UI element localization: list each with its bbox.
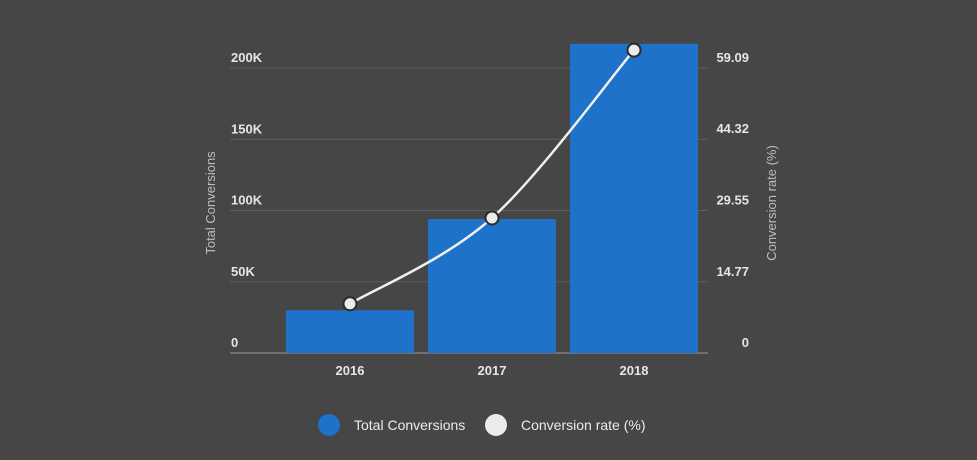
y2-tick-label-0: 0 [742,335,749,350]
y-tick-label-0: 0 [231,335,238,350]
rate-line [342,42,642,312]
rate-point-2018 [626,42,642,58]
y2-axis-title: Conversion rate (%) [764,145,779,261]
legend-item-conversion-rate[interactable]: Conversion rate (%) [485,414,646,436]
y-tick-label-4: 200K [231,50,263,65]
rate-point-2016 [342,296,358,312]
y-tick-label-3: 150K [231,121,263,136]
legend-swatch-conversion-rate [485,414,507,436]
y2-tick-label-4: 59.09 [716,50,749,65]
legend: Total Conversions Conversion rate (%) [318,414,646,436]
y2-tick-label-3: 44.32 [716,121,749,136]
legend-label-conversion-rate: Conversion rate (%) [521,417,646,433]
legend-label-total-conversions: Total Conversions [354,417,465,433]
x-tick-label-2017: 2017 [478,363,507,378]
y-tick-label-2: 100K [231,193,263,208]
x-tick-label-2018: 2018 [620,363,649,378]
legend-swatch-total-conversions [318,414,340,436]
y2-tick-label-1: 14.77 [716,264,749,279]
bar-2017 [428,219,556,353]
y2-tick-label-2: 29.55 [716,192,749,207]
legend-item-total-conversions[interactable]: Total Conversions [318,414,465,436]
axis-ticks: 0 50K 100K 150K 200K 0 14.77 29.55 44.32 59.09 201… [231,50,749,378]
rate-point-2017 [484,210,500,226]
bars [286,43,698,354]
y-tick-label-1: 50K [231,264,255,279]
bar-2016 [286,310,414,353]
x-tick-label-2016: 2016 [336,363,365,378]
y-axis-title: Total Conversions [203,151,218,255]
bar-2018 [570,43,698,354]
